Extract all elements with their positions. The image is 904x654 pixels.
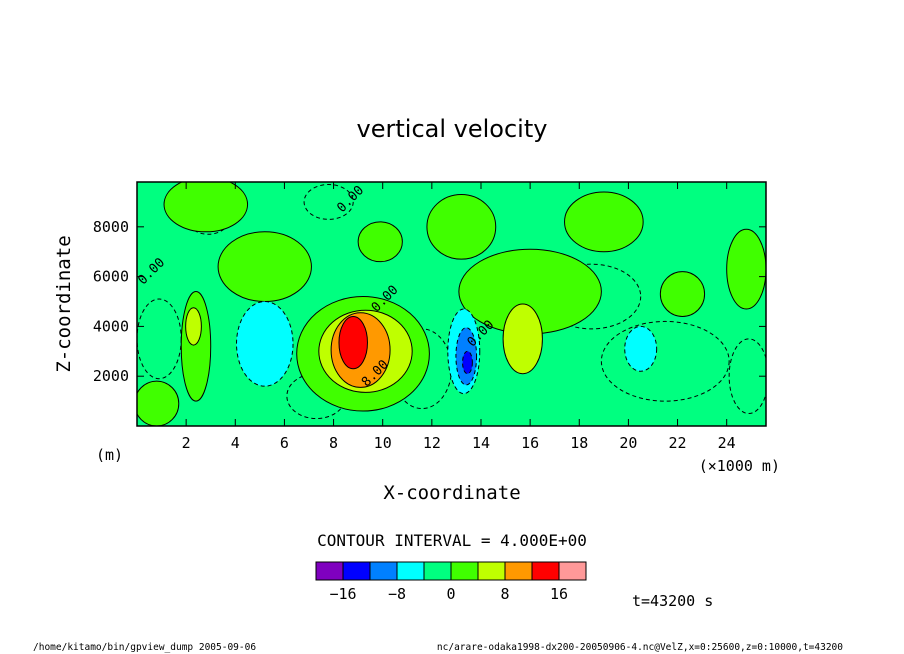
colorbar-swatch-7 [504, 561, 533, 581]
x-tick-label-2: 6 [280, 434, 289, 452]
plot-frame [136, 181, 767, 427]
contour-interval-text: CONTOUR INTERVAL = 4.000E+00 [317, 531, 587, 550]
colorbar-swatch-9 [558, 561, 587, 581]
x-axis-ticks: 2 4 6 8 10 12 14 16 18 20 22 24 [182, 182, 736, 452]
contour-region-15 [564, 191, 644, 253]
contour-region-13 [426, 193, 497, 260]
x-tick-label-4: 10 [374, 434, 392, 452]
contour-region-12 [357, 221, 403, 263]
y-tick-label-0: 2000 [93, 367, 129, 385]
colorbar-tick-label-0: −16 [329, 585, 356, 603]
footer-right: nc/arare-odaka1998-dx200-20050906-4.nc@V… [437, 642, 843, 653]
x-tick-label-7: 16 [521, 434, 539, 452]
x-tick-label-9: 20 [619, 434, 637, 452]
contour-region-24 [236, 301, 294, 387]
contour-region-21 [502, 303, 543, 375]
contour-region-8 [163, 182, 249, 233]
contour-region-2 [137, 298, 182, 380]
contour-region-16 [659, 271, 706, 317]
contour-region-6 [600, 320, 730, 402]
x-tick-label-5: 12 [423, 434, 441, 452]
colorbar-swatch-4 [423, 561, 452, 581]
colorbar [315, 561, 587, 581]
contour-region-19 [185, 307, 202, 346]
colorbar-swatch-1 [342, 561, 371, 581]
contour-region-23 [338, 315, 368, 370]
colorbar-swatch-0 [315, 561, 344, 581]
colorbar-tick-label-4: 16 [550, 585, 568, 603]
colorbar-tick-label-2: 0 [446, 585, 455, 603]
x-tick-label-1: 4 [231, 434, 240, 452]
colorbar-swatch-6 [477, 561, 506, 581]
colorbar-tick-label-3: 8 [500, 585, 509, 603]
y-tick-label-1: 4000 [93, 317, 129, 335]
y-tick-label-2: 6000 [93, 268, 129, 286]
y-axis-label: Z-coordinate [53, 235, 75, 372]
contour-region-17 [726, 228, 766, 310]
x-tick-label-11: 24 [718, 434, 736, 452]
x-tick-label-3: 8 [329, 434, 338, 452]
x-tick-label-10: 22 [669, 434, 687, 452]
time-label: t=43200 s [632, 592, 713, 610]
colorbar-swatch-5 [450, 561, 479, 581]
x-tick-label-6: 14 [472, 434, 490, 452]
colorbar-swatch-3 [396, 561, 425, 581]
colorbar-swatch-2 [369, 561, 398, 581]
contour-region-28 [462, 350, 473, 375]
contour-region-18 [180, 291, 212, 402]
contour-region-10 [137, 380, 180, 426]
contour-regions [137, 182, 766, 426]
colorbar-tick-label-1: −8 [388, 585, 406, 603]
plot-area: 0.000.000.000.008.00 2 4 6 8 10 12 14 16 18 20 22 2… [93, 181, 767, 452]
contour-region-9 [217, 231, 312, 303]
x-tick-label-8: 18 [570, 434, 588, 452]
colorbar-tick-labels: −16 −8 0 8 16 [329, 585, 568, 603]
y-tick-label-3: 8000 [93, 218, 129, 236]
contour-region-7 [728, 338, 766, 415]
chart-title: vertical velocity [357, 115, 548, 143]
x-tick-label-0: 2 [182, 434, 191, 452]
y-axis-ticks: 2000 4000 6000 8000 [93, 218, 766, 385]
x-axis-unit: (×1000 m) [699, 457, 780, 475]
x-axis-label: X-coordinate [383, 482, 520, 504]
y-axis-unit: (m) [96, 446, 123, 464]
colorbar-swatch-8 [531, 561, 560, 581]
footer-left: /home/kitamo/bin/gpview_dump 2005-09-06 [33, 642, 256, 653]
contour-region-1 [303, 183, 354, 220]
contour-region-25 [624, 325, 658, 372]
